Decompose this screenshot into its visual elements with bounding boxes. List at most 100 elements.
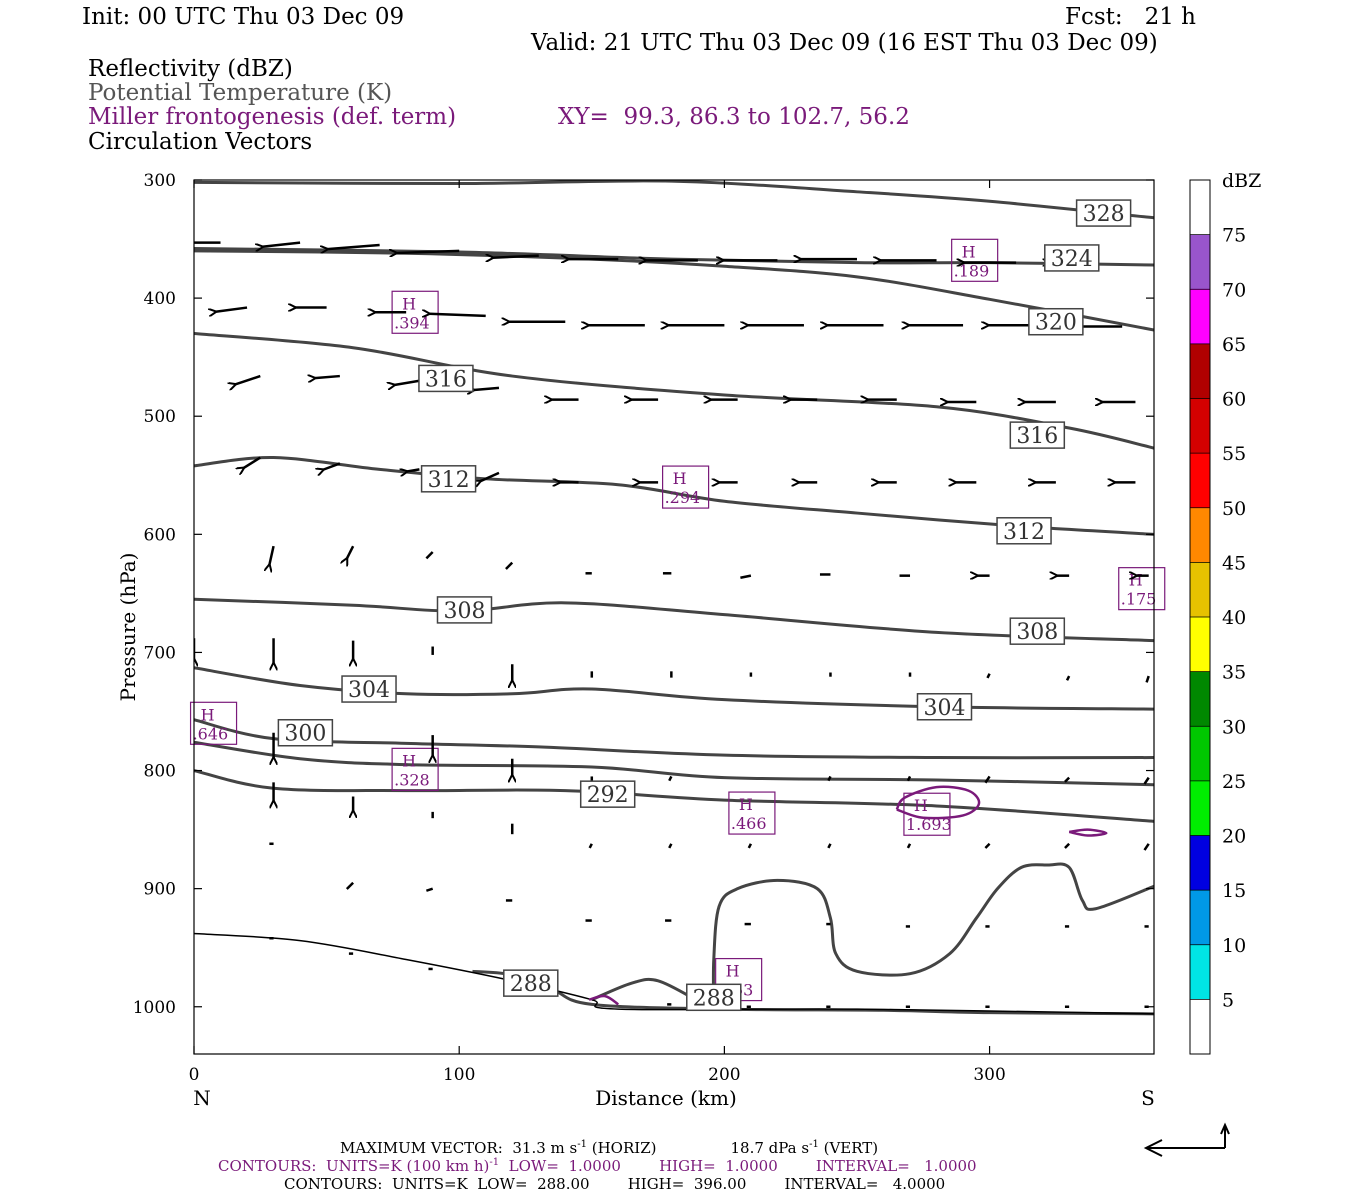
circulation-vector [1064, 776, 1071, 783]
frontogenesis-contour [895, 785, 981, 820]
theta-label: 304 [923, 696, 965, 721]
x-tick-label: 200 [708, 1065, 740, 1085]
theta-contour-328 [194, 180, 1154, 220]
circulation-vector [327, 243, 380, 249]
frontogenesis-max-value: .466 [731, 814, 767, 833]
colorbar-level-label: 55 [1222, 443, 1246, 465]
frontogenesis-max-label: H [914, 796, 928, 815]
frontogenesis-contour-note: CONTOURS: UNITS=K (100 km h)-1 LOW= 1.00… [218, 1158, 977, 1174]
colorbar-level-label: 50 [1222, 498, 1246, 520]
circulation-vector [1145, 675, 1150, 683]
circulation-vector [984, 775, 991, 784]
colorbar-level-label: 35 [1222, 662, 1246, 684]
units-superscript: -1 [577, 1139, 587, 1150]
theta-contour-288 [711, 862, 1154, 1007]
circulation-vector [827, 775, 832, 782]
contour-units: CONTOURS: UNITS=K (100 km h) [218, 1157, 490, 1175]
colorbar-level-label: 60 [1222, 389, 1246, 411]
theta-label-box [916, 693, 973, 721]
colorbar-segment [1190, 617, 1210, 672]
colorbar-segment [1190, 453, 1210, 508]
theta-label: 300 [284, 722, 326, 747]
frontogenesis-max-label: H [962, 242, 976, 261]
frontogenesis-max-box [662, 465, 710, 509]
circulation-vector [474, 388, 500, 390]
theta-label: 312 [1003, 520, 1045, 545]
circulation-vector [1065, 675, 1071, 681]
frontogenesis-max-value: 1.693 [906, 815, 952, 834]
colorbar-level-label: 20 [1222, 826, 1246, 848]
units-superscript: -1 [489, 1157, 500, 1168]
circulation-vector [425, 887, 434, 892]
theta-label-box [436, 596, 493, 624]
frontogenesis-max-label: H [1129, 571, 1143, 590]
theta-label-box [1075, 199, 1132, 227]
circulation-vector [588, 843, 593, 849]
theta-contour-note: CONTOURS: UNITS=K LOW= 288.00 HIGH= 396.… [284, 1175, 946, 1193]
theta-label: 312 [428, 468, 470, 493]
theta-label-box [1044, 244, 1100, 272]
circulation-vector [425, 551, 434, 560]
x-axis-label: Distance (km) [595, 1086, 737, 1110]
theta-label-box [1028, 307, 1084, 336]
theta-label-box [418, 364, 474, 393]
colorbar-segment [1190, 726, 1210, 781]
circulation-vector [906, 775, 912, 782]
circulation-vector [216, 306, 248, 312]
frontogenesis-max-label: H [402, 294, 416, 313]
circulation-vector [235, 374, 261, 384]
frontogenesis-max-label: H [739, 795, 753, 814]
frontogenesis-max-value: .189 [954, 261, 990, 280]
colorbar-level-label: 15 [1222, 880, 1246, 902]
field-reflectivity: Reflectivity (dBZ) [88, 56, 293, 82]
y-tick-label: 400 [144, 289, 176, 309]
max-vector-vert-label: (VERT) [818, 1139, 879, 1157]
theta-label-box [996, 517, 1052, 545]
theta-label-box [341, 675, 397, 703]
frontogenesis-max-box [951, 238, 999, 282]
field-frontogenesis: Miller frontogenesis (def. term) [88, 104, 457, 130]
theta-label: 292 [587, 783, 629, 808]
contour-range: LOW= 1.0000 HIGH= 1.0000 INTERVAL= 1.000… [499, 1157, 977, 1175]
circulation-vector [740, 574, 752, 579]
field-potential-temperature: Potential Temperature (K) [88, 80, 393, 106]
frontogenesis-max-value: .646 [193, 724, 229, 743]
colorbar-segment [1190, 890, 1210, 945]
colorbar-level-label: 45 [1222, 552, 1246, 574]
init-time: Init: 00 UTC Thu 03 Dec 09 [82, 4, 405, 30]
colorbar-level-label: 40 [1222, 607, 1246, 629]
theta-contour-288 [591, 977, 699, 1003]
max-vector-note: MAXIMUM VECTOR: 31.3 m s-1 (HORIZ) 18.7 d… [340, 1140, 878, 1156]
y-axis-label: Pressure (hPa) [116, 553, 140, 702]
circulation-vector [505, 561, 514, 570]
circulation-vector [668, 843, 673, 849]
circulation-vector [827, 843, 832, 849]
forecast-hour: Fcst: 21 h [1065, 4, 1196, 30]
circulation-vector [747, 843, 753, 849]
max-vector-horiz-value: MAXIMUM VECTOR: 31.3 m s [340, 1139, 578, 1157]
circulation-vector [984, 842, 991, 849]
max-vector-horiz-label: (HORIZ) [586, 1139, 657, 1157]
theta-label: 288 [693, 986, 735, 1011]
units-superscript: -1 [809, 1139, 819, 1150]
theta-contour-304 [194, 666, 1154, 711]
circulation-vector [243, 456, 261, 469]
circulation-vector [323, 462, 341, 469]
colorbar-level-label: 30 [1222, 716, 1246, 738]
colorbar-segment [1190, 562, 1210, 617]
circulation-vector [480, 471, 500, 481]
theta-contour-312 [194, 456, 1154, 536]
colorbar-level-label: 65 [1222, 334, 1246, 356]
theta-label: 328 [1083, 202, 1125, 227]
colorbar-segment [1190, 944, 1210, 1000]
frontogenesis-max-label: H [201, 705, 215, 724]
theta-contour-288 [472, 969, 1154, 1016]
plot-frame [193, 179, 1155, 1055]
y-tick-label: 700 [144, 643, 176, 663]
theta-label: 304 [348, 678, 390, 703]
theta-contour-292 [194, 769, 1154, 823]
circulation-vector [1143, 776, 1150, 785]
frontogenesis-max-label: H [673, 469, 687, 488]
circulation-vector [345, 881, 354, 890]
colorbar-segment [1190, 835, 1210, 891]
